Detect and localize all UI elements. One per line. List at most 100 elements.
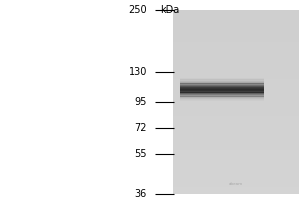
Bar — [172, 159, 298, 162]
Bar — [180, 79, 264, 80]
Bar — [172, 74, 298, 77]
Bar — [180, 80, 264, 81]
Bar — [172, 173, 298, 176]
Bar — [172, 21, 298, 24]
Bar — [172, 182, 298, 185]
Bar — [172, 150, 298, 153]
Bar — [172, 106, 298, 109]
Bar — [180, 81, 264, 82]
Bar — [172, 60, 298, 63]
Bar — [172, 180, 298, 182]
Bar — [172, 17, 298, 19]
Bar — [180, 89, 264, 90]
Bar — [180, 82, 264, 83]
Bar — [180, 83, 264, 84]
Text: 55: 55 — [134, 149, 147, 159]
Bar — [180, 92, 264, 93]
Bar — [180, 91, 264, 92]
Bar — [172, 166, 298, 169]
Bar — [172, 102, 298, 104]
Bar — [180, 99, 264, 100]
Bar — [172, 14, 298, 17]
Bar — [172, 19, 298, 21]
Bar — [172, 81, 298, 84]
Bar — [172, 12, 298, 15]
Bar — [172, 65, 298, 68]
Bar — [172, 40, 298, 42]
Bar — [172, 53, 298, 56]
Text: abeam: abeam — [228, 182, 243, 186]
Bar — [180, 96, 264, 97]
Bar — [172, 10, 298, 12]
Bar — [180, 88, 264, 89]
Bar — [172, 37, 298, 40]
Bar — [180, 79, 264, 80]
Bar — [180, 90, 264, 91]
Bar — [172, 129, 298, 132]
Bar — [172, 138, 298, 141]
Bar — [172, 113, 298, 116]
Bar — [172, 134, 298, 136]
Bar — [172, 95, 298, 97]
Bar — [172, 97, 298, 100]
Bar — [172, 154, 298, 157]
Bar — [172, 69, 298, 72]
Text: kDa: kDa — [160, 5, 180, 15]
Bar — [172, 178, 298, 180]
Text: 95: 95 — [135, 97, 147, 107]
Bar — [172, 67, 298, 70]
Bar — [180, 97, 264, 98]
Bar — [172, 46, 298, 49]
Bar — [172, 90, 298, 93]
Bar — [172, 157, 298, 160]
Bar — [172, 164, 298, 166]
Bar — [172, 79, 298, 81]
Bar — [172, 141, 298, 143]
Bar — [172, 175, 298, 178]
Bar — [172, 171, 298, 173]
Bar — [172, 49, 298, 51]
Bar — [172, 33, 298, 35]
Bar — [180, 87, 264, 88]
Bar — [172, 168, 298, 171]
Bar — [172, 56, 298, 58]
Bar — [172, 72, 298, 74]
Bar — [180, 92, 264, 93]
Bar — [180, 95, 264, 96]
Bar — [180, 96, 264, 97]
Bar — [172, 111, 298, 114]
Bar — [180, 86, 264, 87]
Bar — [172, 152, 298, 155]
Bar — [172, 35, 298, 38]
Bar — [172, 51, 298, 54]
Bar — [172, 99, 298, 102]
Bar — [172, 115, 298, 118]
Bar — [172, 23, 298, 26]
Bar — [172, 136, 298, 139]
Bar — [172, 42, 298, 45]
Text: 72: 72 — [134, 123, 147, 133]
Bar — [180, 100, 264, 101]
Bar — [172, 76, 298, 79]
Bar — [172, 83, 298, 86]
Bar — [172, 189, 298, 192]
Bar — [172, 30, 298, 33]
Bar — [172, 125, 298, 127]
Bar — [172, 92, 298, 95]
Bar — [172, 88, 298, 90]
Bar — [172, 118, 298, 120]
Bar — [180, 83, 264, 84]
Bar — [172, 187, 298, 189]
Bar — [172, 145, 298, 148]
Bar — [172, 104, 298, 107]
Text: 36: 36 — [135, 189, 147, 199]
Bar — [180, 84, 264, 85]
Bar — [180, 78, 264, 79]
Bar — [172, 58, 298, 61]
Bar — [180, 93, 264, 94]
Bar — [172, 148, 298, 150]
Bar — [172, 127, 298, 130]
Bar — [172, 120, 298, 123]
Bar — [172, 28, 298, 31]
Bar — [172, 63, 298, 65]
